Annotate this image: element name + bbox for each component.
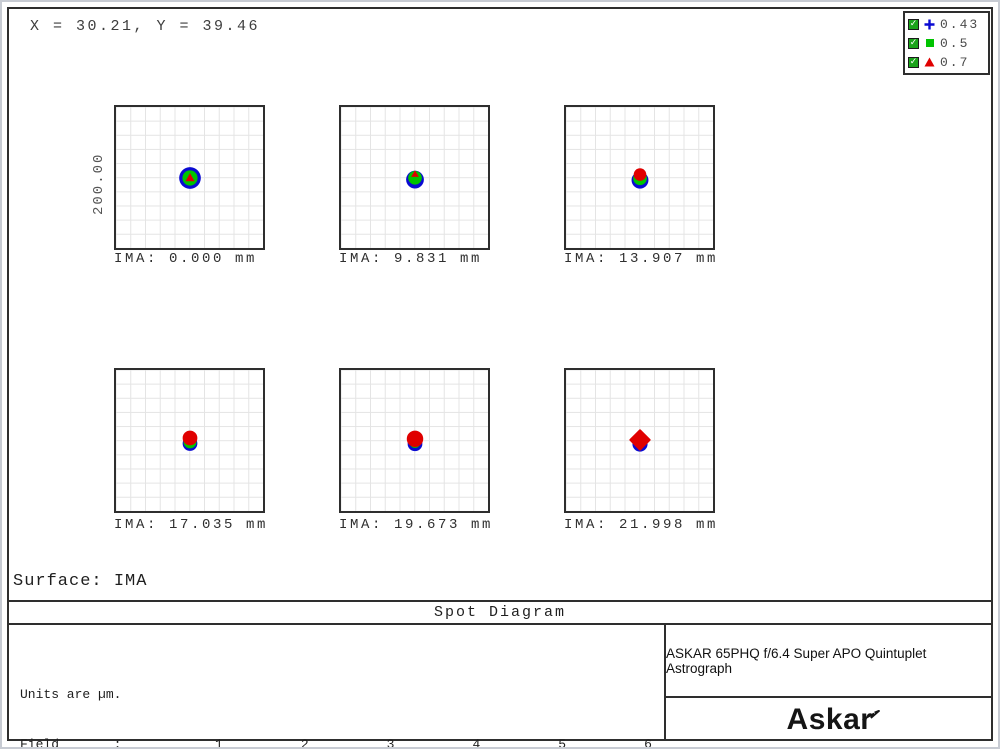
spot-field1 (178, 166, 201, 189)
spot-field2 (405, 169, 424, 189)
ima-label-field2: IMA: 9.831 mm (339, 251, 483, 267)
spot-field6 (628, 428, 651, 452)
triangle-marker-icon (923, 57, 936, 67)
legend-label: 0.5 (940, 35, 970, 51)
askar-logo: Askar (786, 702, 881, 736)
ima-label-field1: IMA: 0.000 mm (114, 251, 258, 267)
spot-panel-field6 (564, 368, 715, 513)
plus-marker-icon (923, 19, 936, 30)
spot-panel-field1 (114, 105, 265, 250)
title-band: Spot Diagram (7, 600, 993, 625)
spot-field5 (406, 430, 423, 451)
surface-label: Surface: IMA (13, 572, 148, 591)
legend-row-043: ✓ 0.43 (908, 15, 985, 33)
spot-panel-field2 (339, 105, 490, 250)
footer-vertical-divider (664, 623, 666, 741)
table-line-units: Units are µm. (20, 686, 122, 702)
ima-label-field5: IMA: 19.673 mm (339, 517, 494, 533)
spot-panel-field4 (114, 368, 265, 513)
askar-logo-accent-icon (862, 697, 881, 727)
scale-bar-label: 200.00 (91, 152, 107, 216)
ima-label-field4: IMA: 17.035 mm (114, 517, 269, 533)
legend-row-05: ✓ 0.5 (908, 34, 985, 52)
brand-logo-cell: Askar (666, 698, 993, 741)
plot-frame (7, 7, 993, 741)
spot-field4 (182, 430, 197, 451)
square-marker-icon (923, 39, 936, 47)
table-line-field: Field : 1 2 3 4 5 6 (20, 736, 652, 749)
checkbox-checked-icon[interactable]: ✓ (908, 37, 919, 49)
ima-label-field6: IMA: 21.998 mm (564, 517, 719, 533)
askar-logo-text: Askar (786, 702, 873, 736)
legend-label: 0.7 (940, 54, 970, 70)
spot-panel-field5 (339, 368, 490, 513)
legend-row-07: ✓ 0.7 (908, 53, 985, 71)
wavelength-legend: ✓ 0.43 ✓ 0.5 ✓ 0.7 (903, 11, 990, 75)
spot-panel-field3 (564, 105, 715, 250)
checkbox-checked-icon[interactable]: ✓ (908, 18, 919, 30)
cursor-readout: X = 30.21, Y = 39.46 (30, 18, 261, 35)
checkbox-checked-icon[interactable]: ✓ (908, 56, 919, 68)
legend-label: 0.43 (940, 16, 980, 32)
system-title: ASKAR 65PHQ f/6.4 Super APO Quintuplet A… (666, 645, 927, 676)
plot-title: Spot Diagram (433, 604, 567, 621)
ima-label-field3: IMA: 13.907 mm (564, 251, 719, 267)
spot-data-table: Units are µm. Field : 1 2 3 4 5 6 RMS ra… (20, 653, 652, 749)
footer-horizontal-divider (666, 696, 993, 698)
spot-field3 (631, 167, 648, 189)
